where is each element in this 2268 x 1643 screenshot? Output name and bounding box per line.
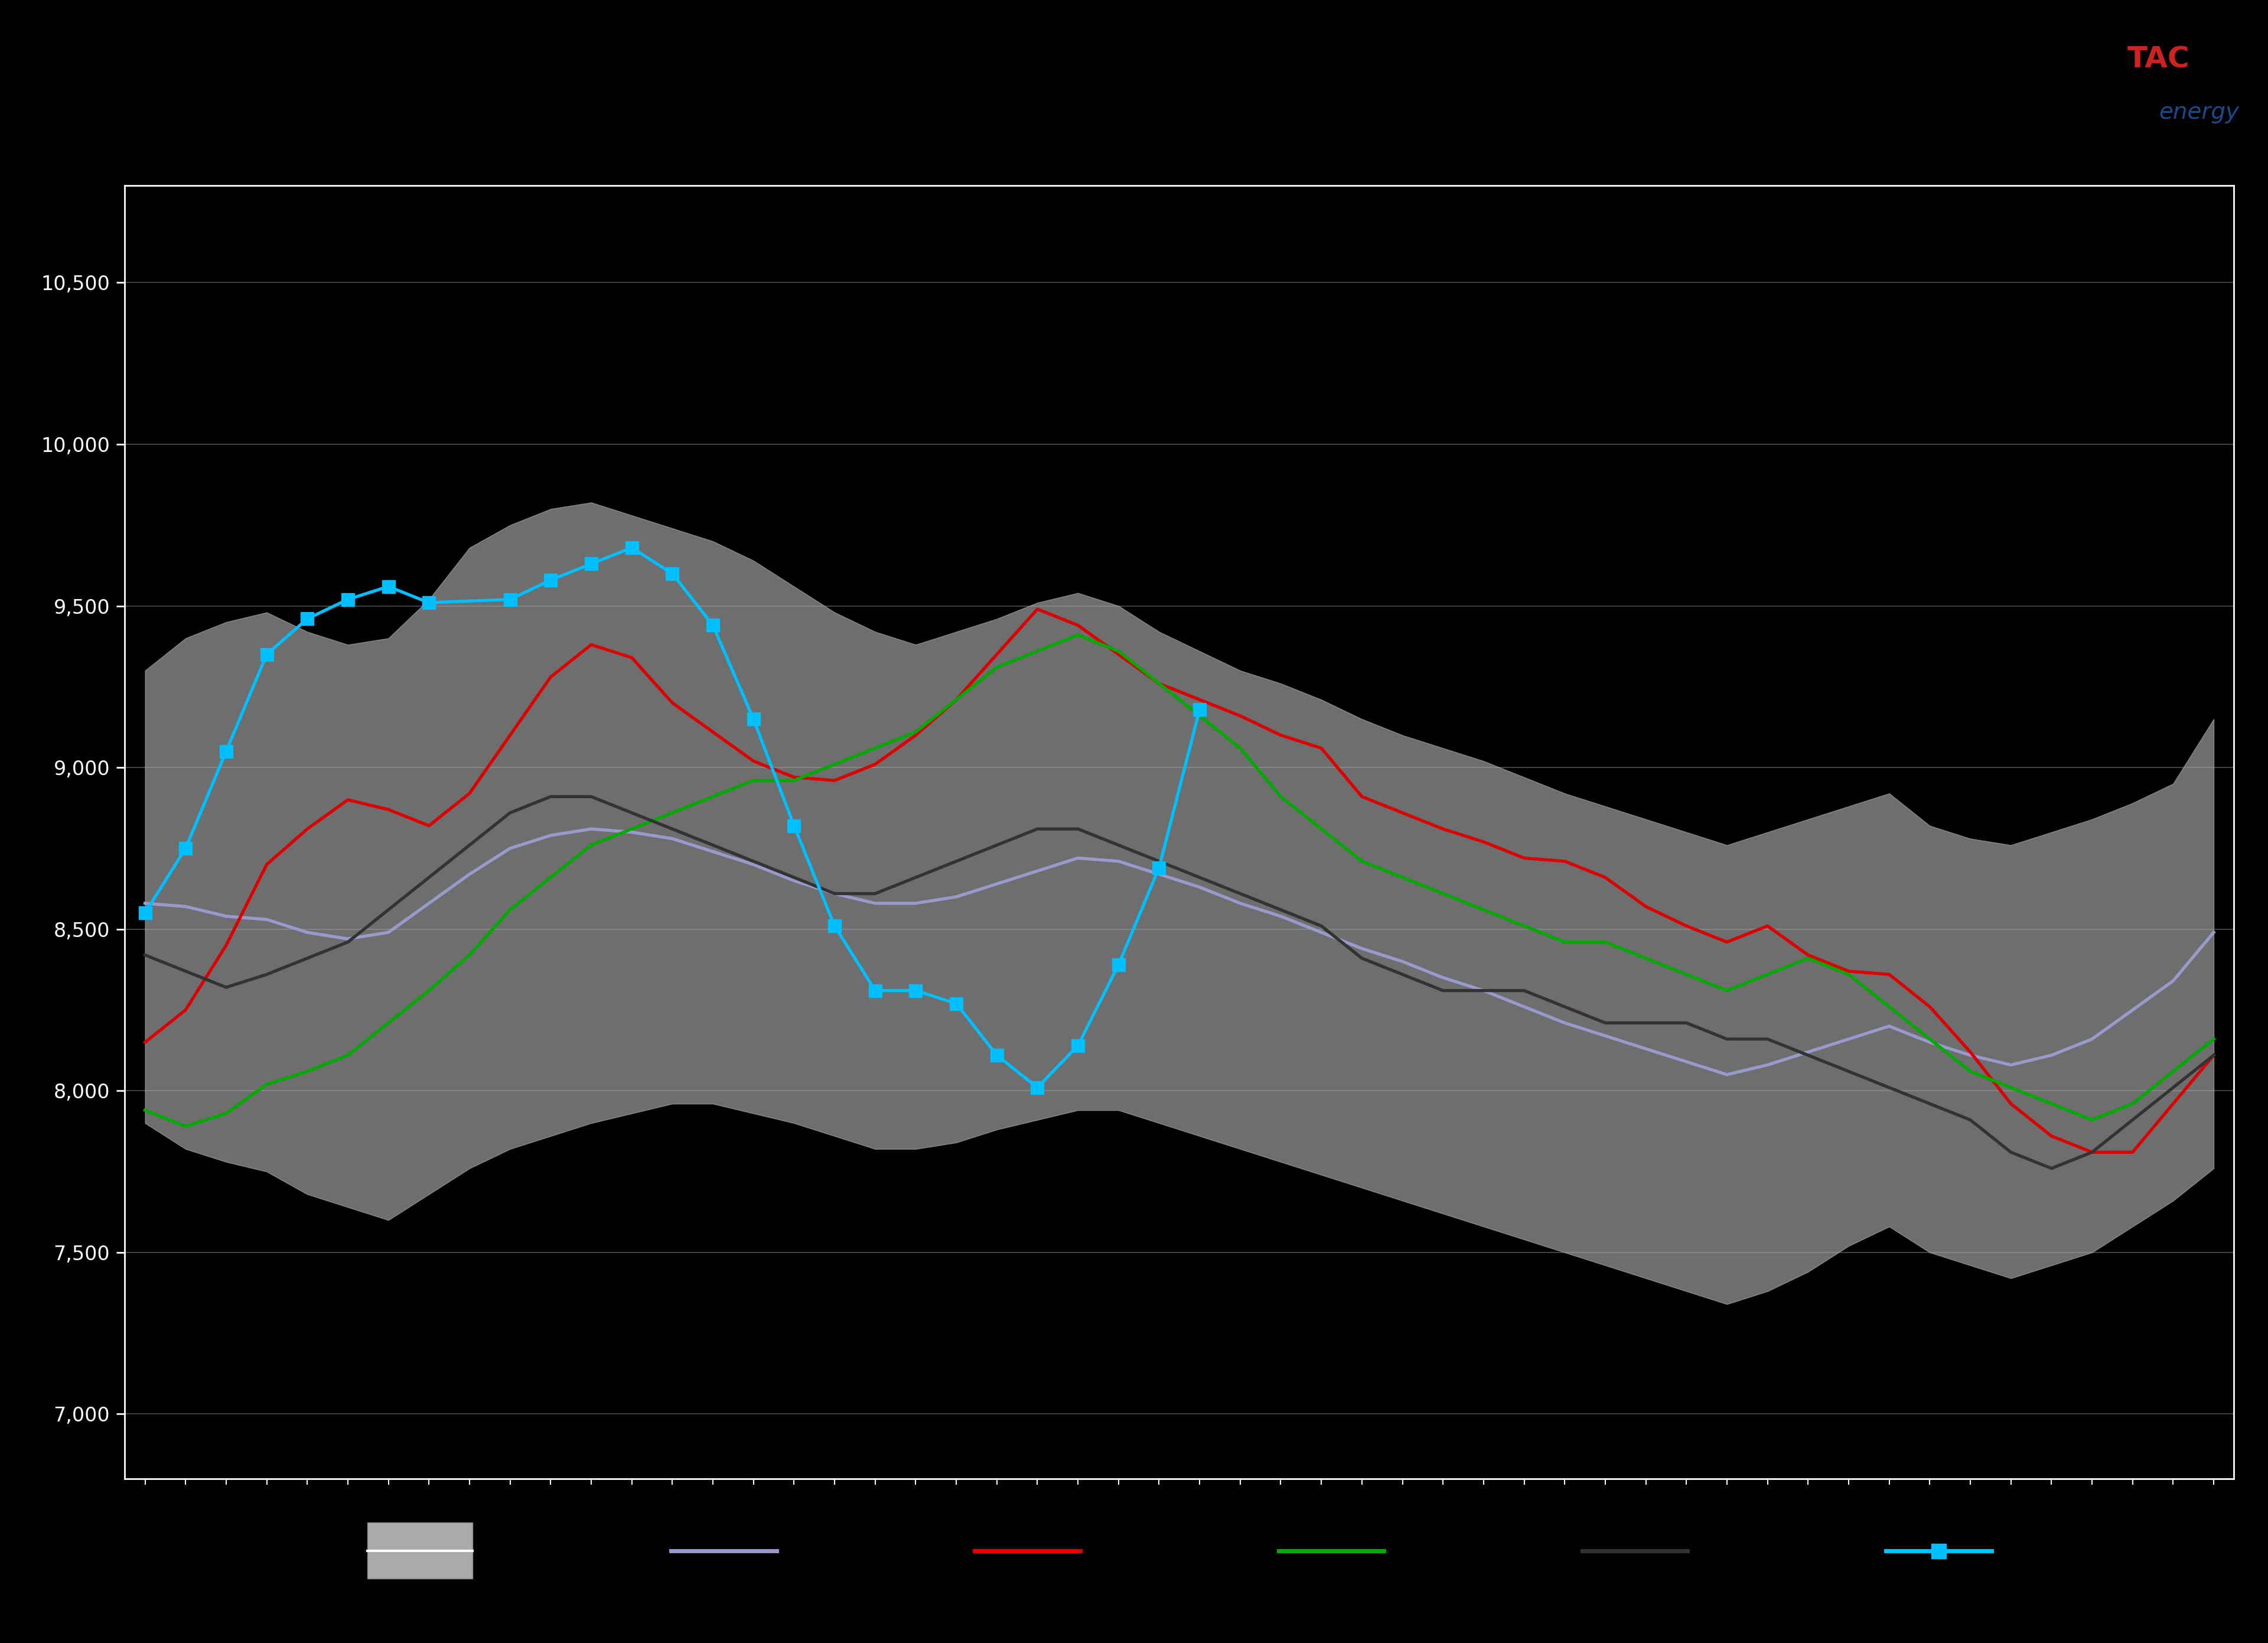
Text: 2018: 2018 — [1402, 1543, 1447, 1559]
Text: 5 Year Average: 5 Year Average — [794, 1543, 928, 1559]
Bar — [367, 1523, 472, 1579]
Text: energy: energy — [2159, 102, 2239, 123]
Text: 2017: 2017 — [1098, 1543, 1143, 1559]
Text: 2019: 2019 — [1706, 1543, 1751, 1559]
Text: 2020: 2020 — [2007, 1543, 2055, 1559]
Text: TAC: TAC — [2127, 44, 2191, 74]
Text: Gasoline  TOTAL US: Gasoline TOTAL US — [939, 59, 1329, 92]
Text: 5 Year Range: 5 Year Range — [490, 1543, 608, 1559]
